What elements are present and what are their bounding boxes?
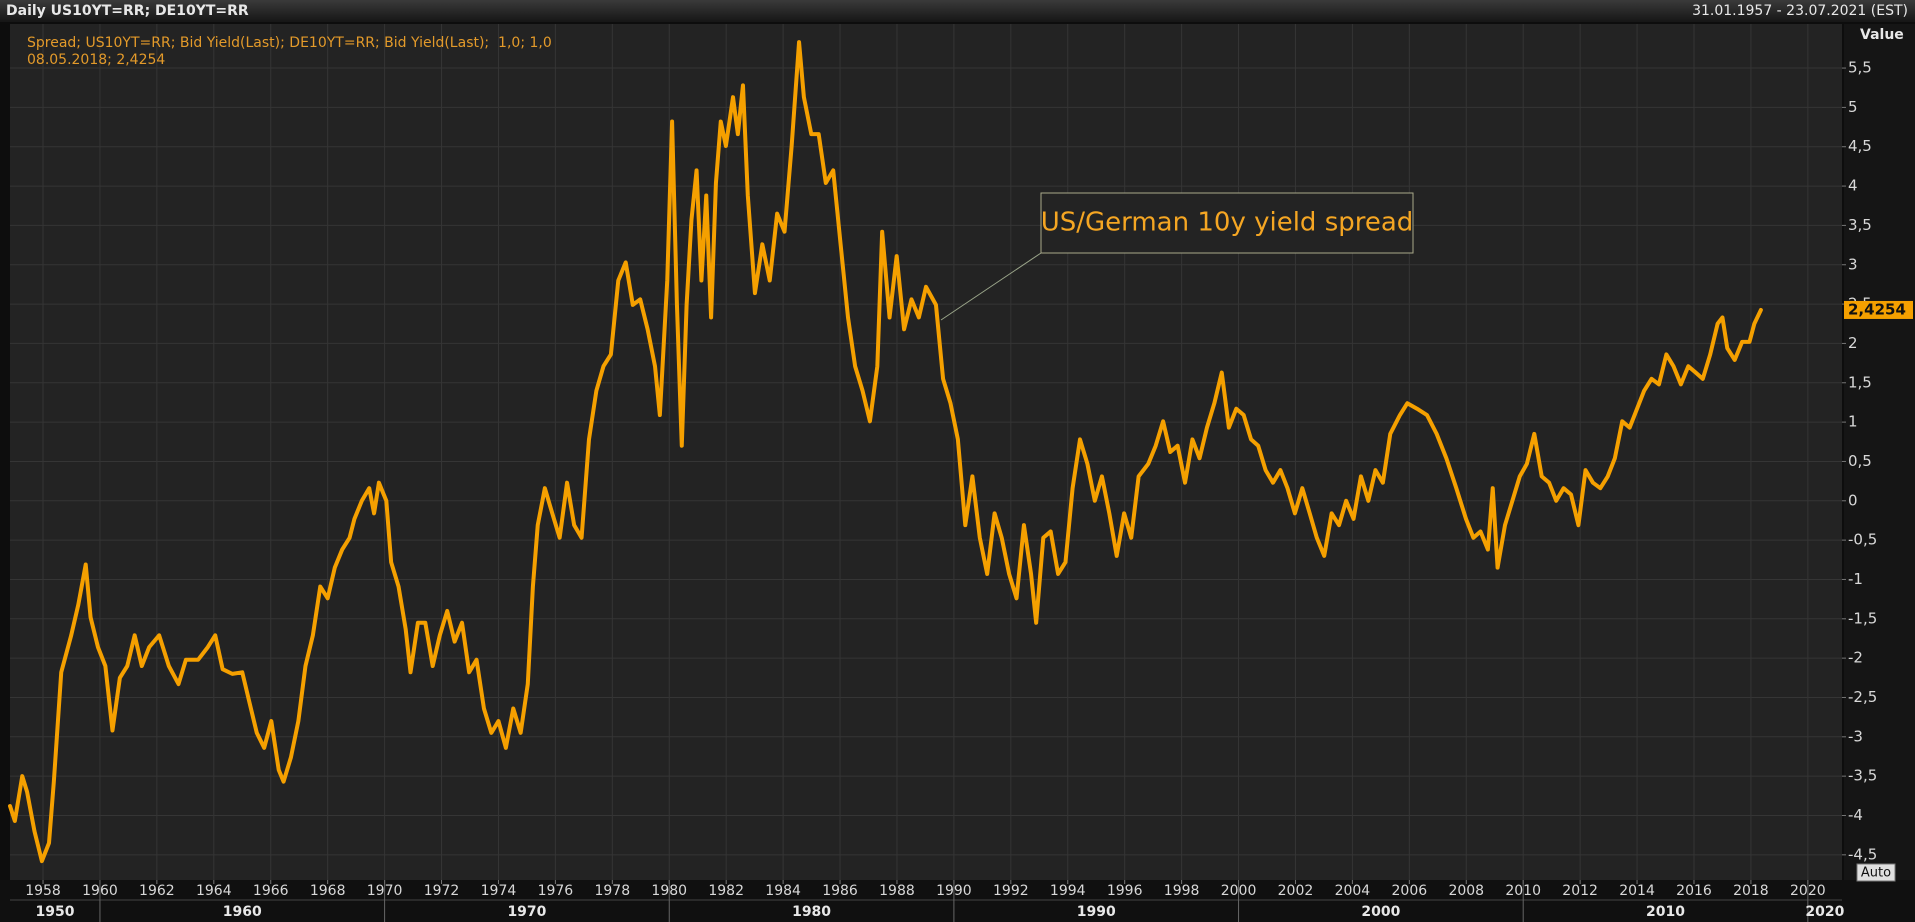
y-tick-label: -4,5 xyxy=(1848,845,1877,863)
y-tick-label: -2,5 xyxy=(1848,688,1877,706)
x-tick-label: 1968 xyxy=(310,883,346,899)
header-range: 31.01.1957 - 23.07.2021 (EST) xyxy=(1692,3,1908,19)
y-tick-label: -2 xyxy=(1848,649,1863,667)
x-tick-label: 1976 xyxy=(538,883,574,899)
y-tick-label: 4,5 xyxy=(1848,137,1872,155)
auto-button[interactable] xyxy=(1856,863,1896,882)
annotation: US/German 10y yield spread xyxy=(1041,208,1414,238)
decade-label: 1990 xyxy=(1077,904,1116,920)
y-tick-label: -3,5 xyxy=(1848,767,1877,785)
x-tick-label: 2006 xyxy=(1392,883,1428,899)
time-axis-panel xyxy=(0,880,1915,922)
y-tick-label: 2 xyxy=(1848,334,1858,352)
header-bar xyxy=(0,0,1915,22)
decade-label: 1960 xyxy=(223,904,262,920)
x-tick-label: 1994 xyxy=(1050,883,1086,899)
y-tick-label: -1,5 xyxy=(1848,609,1877,627)
x-tick-label: 2016 xyxy=(1676,883,1712,899)
y-tick-label: 0,5 xyxy=(1848,452,1872,470)
x-tick-label: 2012 xyxy=(1562,883,1598,899)
x-tick-label: 1990 xyxy=(936,883,972,899)
x-tick-label: 1962 xyxy=(139,883,175,899)
x-tick-label: 2014 xyxy=(1619,883,1655,899)
legend-entry: Spread; US10YT=RR; Bid Yield(Last); DE10… xyxy=(27,35,552,51)
decade-label: 1950 xyxy=(35,904,74,920)
x-tick-label: 1996 xyxy=(1107,883,1143,899)
y-tick-label: 5 xyxy=(1848,98,1858,116)
x-tick-label: 1980 xyxy=(651,883,687,899)
y-tick-label: 4 xyxy=(1848,177,1858,195)
y-tick-label: 3 xyxy=(1848,255,1858,273)
x-tick-label: 1970 xyxy=(367,883,403,899)
x-tick-label: 2018 xyxy=(1733,883,1769,899)
y-tick-label: -1 xyxy=(1848,570,1863,588)
axis-title: Value xyxy=(1860,27,1904,43)
x-tick-label: 1978 xyxy=(594,883,630,899)
y-tick-label: -3 xyxy=(1848,727,1863,745)
y-tick-label: 5,5 xyxy=(1848,59,1872,77)
decade-label: 2020 xyxy=(1805,904,1844,920)
y-tick-label: 0 xyxy=(1848,491,1858,509)
x-tick-label: 1974 xyxy=(481,883,517,899)
x-tick-label: 1960 xyxy=(82,883,118,899)
decade-label: 2000 xyxy=(1361,904,1400,920)
cursor-label: 08.05.2018; 2,4254 xyxy=(27,52,165,68)
x-tick-label: 1992 xyxy=(993,883,1029,899)
y-tick-label: 1 xyxy=(1848,413,1858,431)
x-tick-label: 1966 xyxy=(253,883,289,899)
x-tick-label: 1988 xyxy=(879,883,915,899)
annotation-leader xyxy=(940,252,1042,321)
plot-area xyxy=(10,24,1842,880)
y-tick-label: 3,5 xyxy=(1848,216,1872,234)
x-tick-label: 2020 xyxy=(1790,883,1826,899)
x-tick-label: 2000 xyxy=(1221,883,1257,899)
x-tick-label: 2004 xyxy=(1335,883,1371,899)
x-tick-label: 1998 xyxy=(1164,883,1200,899)
series-line xyxy=(8,40,1763,864)
decade-label: 1980 xyxy=(792,904,831,920)
x-tick-label: 2002 xyxy=(1278,883,1314,899)
x-tick-label: 1972 xyxy=(424,883,460,899)
x-tick-label: 2010 xyxy=(1505,883,1541,899)
x-tick-label: 1958 xyxy=(25,883,61,899)
y-tick-label: -0,5 xyxy=(1848,531,1877,549)
x-tick-label: 1964 xyxy=(196,883,232,899)
value-axis-panel xyxy=(1844,24,1915,880)
y-tick-label: 1,5 xyxy=(1848,373,1872,391)
auto-button-label[interactable]: Auto xyxy=(1861,866,1891,881)
annotation-box xyxy=(1040,192,1414,254)
y-tick-label: -4 xyxy=(1848,806,1863,824)
series-group xyxy=(8,40,1763,864)
grid xyxy=(10,24,1846,922)
decade-label: 2010 xyxy=(1646,904,1685,920)
x-tick-label: 1984 xyxy=(765,883,801,899)
x-tick-label: 1986 xyxy=(822,883,858,899)
x-tick-label: 1982 xyxy=(708,883,744,899)
decade-label: 1970 xyxy=(507,904,546,920)
header-title: Daily US10YT=RR; DE10YT=RR xyxy=(6,3,249,19)
last-value-label: 2,4254 xyxy=(1848,300,1906,318)
x-tick-label: 2008 xyxy=(1448,883,1484,899)
last-value-box xyxy=(1844,300,1913,319)
